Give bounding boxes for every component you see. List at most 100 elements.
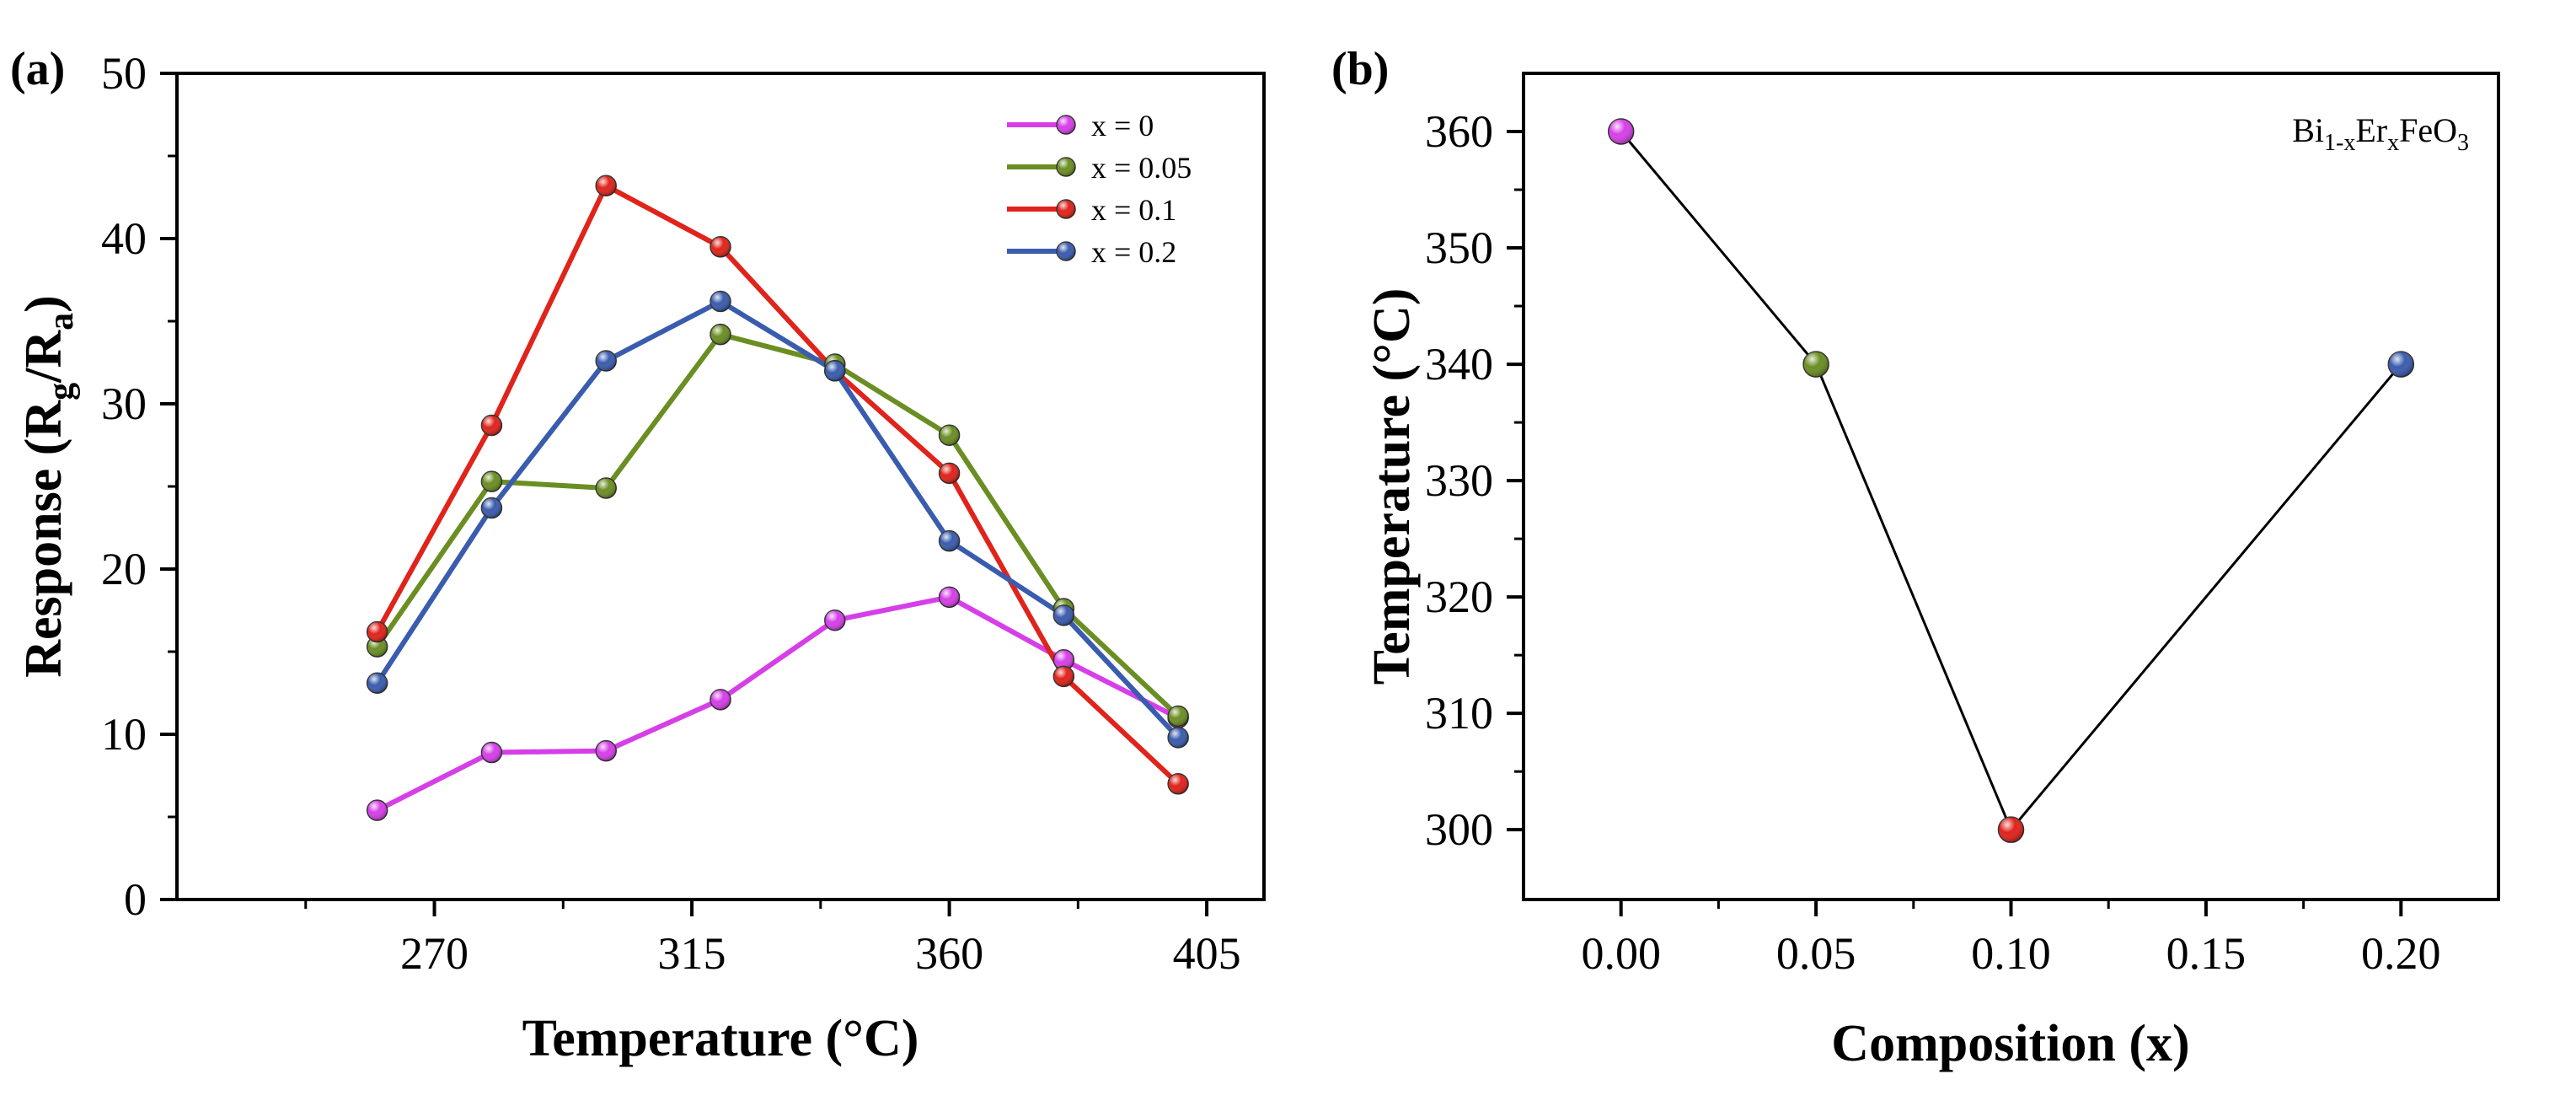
panel-a-ticks [160, 72, 1209, 916]
panel-a-point-s0-6 [1052, 649, 1075, 671]
panel-a-legend-label-0: x = 0 [1091, 109, 1154, 142]
panel-a-point-s3-1-sheen [481, 497, 502, 518]
panel-a-legend-label-3: x = 0.2 [1091, 235, 1176, 269]
formula-feo: FeO [2399, 111, 2457, 149]
panel-a-point-s2-0 [366, 620, 388, 643]
panel-a-legend-label-2: x = 0.1 [1091, 193, 1176, 227]
panel-a-point-s2-5 [938, 462, 961, 485]
panel-a-x-tick-label: 405 [1173, 928, 1241, 979]
panel-a-point-s0-1 [480, 741, 503, 764]
formula-er: Er [2355, 111, 2387, 149]
panel-a-point-s1-5-sheen [939, 425, 960, 446]
panel-a-point-s3-0-sheen [367, 673, 388, 694]
panel-b-point-0-sheen [1608, 119, 1634, 145]
panel-a-point-s0-2-sheen [596, 740, 617, 761]
panel-a-y-title-sub-g: g [42, 383, 81, 400]
panel-b-plot-frame [1522, 72, 2500, 901]
panel-a-point-s2-0-sheen [367, 621, 388, 642]
panel-a-y-title-sub-a: a [42, 313, 81, 330]
panel-b-x-tick-label: 0.05 [1776, 928, 1856, 979]
panel-b-y-tick-label: 330 [1425, 455, 1493, 506]
panel-a-point-s1-1-sheen [481, 471, 502, 492]
panel-a-legend-marker-2 [1056, 199, 1076, 219]
panel-a-point-s1-0-sheen [367, 636, 388, 658]
panel-b-connecting-line [1620, 131, 2402, 833]
panel-a-point-s1-2 [595, 477, 617, 499]
panel-b-y-tick-label: 310 [1425, 688, 1493, 738]
panel-a-point-s3-3 [710, 290, 731, 313]
panel-a-y-tick-label: 50 [101, 48, 147, 99]
panel-a-series-line-2 [375, 183, 1181, 786]
panel-b-point-1 [1802, 351, 1829, 378]
panel-a-y-tick-label: 0 [124, 874, 147, 925]
panel-b-x-tick-label: 0.10 [1971, 928, 2051, 979]
panel-a-x-tick-label: 360 [915, 928, 983, 979]
panel-b-point-0 [1607, 118, 1635, 145]
panel-a-point-s3-1 [480, 497, 503, 519]
panel-a-point-s1-0 [366, 636, 388, 658]
panel-a-point-s0-4 [824, 610, 846, 631]
panel-b-x-axis-title: Composition (x) [1831, 1015, 2189, 1072]
panel-a-point-s3-6-sheen [1053, 604, 1074, 626]
panel-a-y-tick-label: 40 [101, 213, 147, 264]
panel-a-x-axis-title: Temperature (°C) [522, 1010, 919, 1067]
panel-b-tick-labels: 0.00 0.05 0.10 0.15 0.20 300 310 320 330 340 350 36… [1425, 106, 2441, 979]
panel-a-legend-marker-0-sheen [1057, 115, 1075, 134]
panel-a-point-s3-5-sheen [939, 530, 960, 551]
panel-a-point-s1-1 [480, 470, 503, 492]
panel-a-point-s0-4-sheen [824, 610, 845, 631]
panel-a-point-s3-6 [1052, 604, 1075, 626]
panel-b-y-tick-label: 350 [1425, 223, 1493, 273]
panel-a-point-s1-7-sheen [1168, 706, 1189, 727]
panel-a-point-s2-3 [710, 236, 731, 258]
panel-b-point-2-sheen [1998, 817, 2024, 843]
panel-a-point-s3-7 [1167, 727, 1189, 749]
panel-a-x-tick-label: 270 [400, 928, 469, 979]
panel-b-formula-annotation: Bi1-xErxFeO3 [2292, 111, 2469, 156]
panel-b-y-tick-label: 320 [1425, 572, 1493, 622]
panel-b-x-tick-label: 0.20 [2361, 928, 2441, 979]
panel-a-point-s2-1-sheen [481, 415, 502, 436]
panel-a-series-line-0 [376, 594, 1180, 813]
panel-a-point-s2-6-sheen [1053, 666, 1074, 687]
panel-a-point-s0-0 [366, 799, 388, 821]
panel-a-legend-marker-2-sheen [1057, 200, 1075, 218]
panel-a-point-s0-6-sheen [1053, 649, 1074, 670]
formula-bi: Bi [2292, 111, 2324, 149]
panel-a-legend-label-1: x = 0.05 [1091, 151, 1192, 185]
panel-a-point-s1-7 [1167, 705, 1189, 728]
panel-a-point-s3-0 [366, 672, 388, 694]
panel-a-point-s3-2 [595, 350, 617, 372]
panel-a-point-s2-6 [1052, 665, 1075, 688]
panel-a-point-s0-5 [938, 586, 961, 609]
panel-a-point-s1-5 [938, 424, 961, 446]
panel-a-point-s3-4 [824, 360, 846, 382]
panel-a-legend-marker-3-sheen [1057, 242, 1075, 260]
panel-a-point-s2-1 [480, 414, 503, 437]
panel-b-label: (b) [1331, 43, 1389, 95]
panel-b-line [1620, 131, 2402, 833]
panel-a-series-lines [375, 183, 1181, 813]
panel-b-y-tick-label: 340 [1425, 339, 1493, 389]
panel-b-point-3-sheen [2388, 352, 2414, 378]
panel-a-label: (a) [10, 43, 65, 95]
panel-a-point-s0-0-sheen [367, 800, 388, 821]
panel-a-point-s3-3-sheen [710, 291, 731, 312]
panel-a-y-axis-title: Response (Rg/Ra) [15, 295, 81, 678]
formula-sub-1-x: 1-x [2324, 130, 2355, 156]
panel-b-y-tick-label: 300 [1425, 804, 1493, 855]
panel-b-x-tick-label: 0.15 [2166, 928, 2247, 979]
panel-b-x-tick-label: 0.00 [1581, 928, 1661, 979]
panel-a-point-s2-2 [595, 175, 617, 197]
formula-sub-x: x [2387, 130, 2399, 156]
panel-a-point-s3-4-sheen [824, 360, 845, 381]
panel-a-point-s2-3-sheen [710, 236, 731, 257]
panel-a-y-title-end: ) [15, 295, 72, 313]
panel-a-point-s0-2 [595, 739, 617, 762]
panel-b-composition-chart: 0.00 0.05 0.10 0.15 0.20 300 310 320 330 340 350 36… [1331, 43, 2500, 1072]
panel-a-y-tick-label: 20 [101, 544, 147, 594]
panel-a-point-s0-3-sheen [710, 689, 731, 710]
